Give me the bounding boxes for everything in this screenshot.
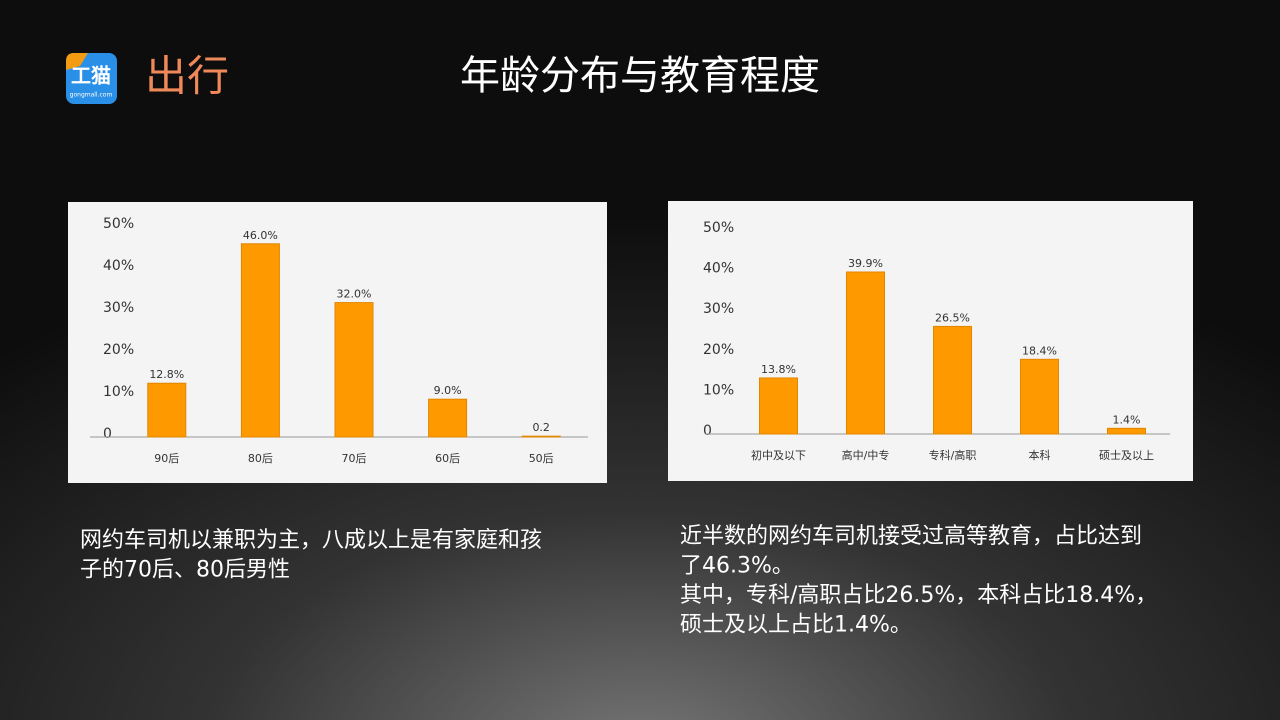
value-label: 1.4% [1113, 413, 1141, 426]
y-tick-label: 30% [703, 301, 734, 317]
x-tick-label: 50后 [529, 452, 554, 465]
value-label: 32.0% [337, 288, 372, 301]
bar [147, 382, 187, 438]
x-tick-label: 初中及以下 [751, 448, 806, 462]
bar [846, 271, 885, 435]
y-tick-label: 40% [703, 261, 734, 277]
x-tick-label: 70后 [342, 452, 367, 465]
y-tick-label: 50% [703, 220, 734, 236]
bar [240, 243, 280, 438]
y-tick-label: 10% [703, 382, 734, 398]
logo-text: 工猫 [71, 64, 111, 88]
x-tick-label: 本科 [1029, 448, 1051, 462]
x-tick-label: 60后 [435, 452, 460, 465]
y-tick-label: 0 [703, 423, 712, 439]
bar [428, 398, 468, 438]
bar [1020, 358, 1059, 435]
caption-line: 硕士及以上占比1.4%。 [680, 613, 912, 638]
value-label: 39.9% [848, 257, 883, 270]
caption-line: 其中，专科/高职占比26.5%，本科占比18.4%， [680, 583, 1157, 608]
value-label: 9.0% [434, 384, 462, 397]
brand: 出行 [145, 52, 229, 101]
bar [334, 302, 374, 438]
value-label: 18.4% [1022, 344, 1057, 357]
x-tick-label: 80后 [248, 452, 273, 465]
caption-line: 了46.3%。 [680, 554, 794, 579]
y-tick-label: 40% [103, 258, 134, 274]
caption-line: 近半数的网约车司机接受过高等教育，占比达到 [680, 524, 1142, 549]
y-tick-label: 10% [103, 384, 134, 400]
y-tick-label: 20% [703, 342, 734, 358]
value-label: 13.8% [761, 363, 796, 376]
caption-line: 网约车司机以兼职为主，八成以上是有家庭和孩 [80, 528, 542, 553]
x-tick-label: 硕士及以上 [1099, 449, 1154, 462]
y-tick-label: 30% [103, 300, 134, 316]
bar [759, 377, 798, 435]
logo-sub: gongmall.com [70, 92, 113, 99]
bar [933, 325, 972, 435]
caption-line: 子的70后、80后男性 [80, 558, 290, 583]
y-tick-label: 50% [103, 216, 134, 232]
value-label: 0.2 [532, 421, 550, 434]
x-tick-label: 专科/高职 [929, 448, 977, 462]
x-tick-label: 高中/中专 [842, 448, 890, 462]
bar [521, 435, 561, 438]
bar [1107, 427, 1146, 435]
y-tick-label: 20% [103, 342, 134, 358]
x-tick-label: 90后 [154, 452, 179, 465]
chart-panel [668, 201, 1193, 481]
y-tick-label: 0 [103, 426, 112, 442]
value-label: 46.0% [243, 229, 278, 242]
value-label: 26.5% [935, 311, 970, 324]
slide-title: 年龄分布与教育程度 [460, 53, 820, 99]
value-label: 12.8% [149, 368, 184, 381]
logo-tag [66, 53, 88, 70]
